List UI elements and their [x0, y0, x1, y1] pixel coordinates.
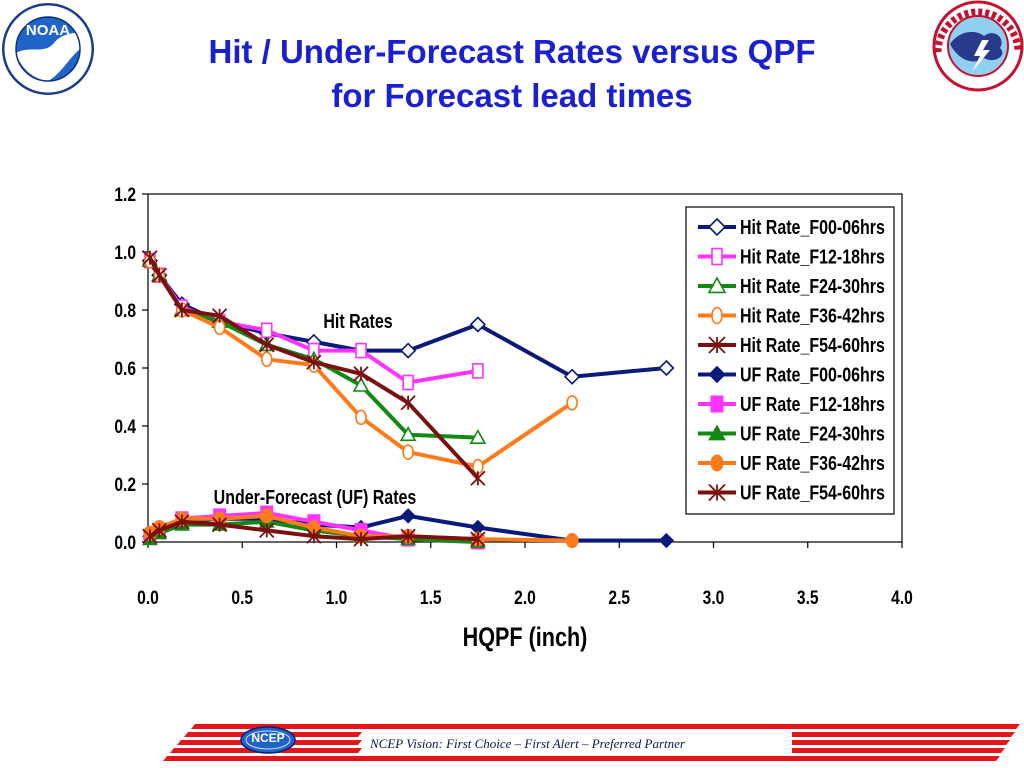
marker-star — [306, 354, 322, 370]
marker-star — [151, 267, 167, 283]
marker-circle — [402, 444, 414, 460]
legend-item: Hit Rate_F36-42hrs — [698, 305, 885, 327]
footer-vision-text: NCEP Vision: First Choice – First Alert … — [370, 736, 685, 751]
x-tick-label: 1.0 — [326, 587, 348, 609]
marker-star — [470, 531, 486, 547]
marker-diamond — [708, 365, 726, 384]
legend-label: UF Rate_F24-30hrs — [740, 423, 885, 445]
marker-circle — [355, 409, 367, 426]
legend-label: Hit Rate_F36-42hrs — [740, 305, 885, 327]
y-tick-label: 0.6 — [114, 358, 136, 380]
marker-star — [174, 514, 190, 530]
marker-diamond — [469, 316, 487, 333]
series-hit-rate-f54-60hrs — [142, 250, 486, 486]
marker-triangle — [352, 376, 370, 392]
legend-item: UF Rate_F54-60hrs — [698, 482, 885, 504]
marker-diamond — [399, 342, 417, 359]
series-uf-rate-f54-60hrs — [142, 514, 486, 547]
marker-square — [402, 374, 414, 391]
marker-diamond — [658, 359, 675, 377]
legend-label: Hit Rate_F54-60hrs — [740, 334, 885, 356]
marker-circle — [711, 306, 723, 325]
national-weather-service-logo — [932, 0, 1024, 92]
marker-star — [151, 522, 167, 539]
marker-star — [306, 528, 322, 544]
legend-item: UF Rate_F12-18hrs — [698, 393, 885, 415]
marker-square — [472, 363, 484, 379]
marker-circle — [566, 394, 578, 411]
marker-star — [259, 522, 275, 539]
x-tick-label: 3.0 — [703, 587, 725, 609]
marker-star — [353, 531, 369, 547]
x-axis-label: HQPF (inch) — [463, 623, 588, 653]
legend-label: UF Rate_F12-18hrs — [740, 393, 885, 415]
x-tick-label: 0.5 — [231, 587, 253, 609]
marker-star — [211, 516, 228, 533]
marker-star — [259, 337, 275, 353]
marker-triangle — [707, 276, 727, 294]
marker-square — [710, 395, 724, 413]
marker-diamond — [707, 217, 727, 237]
x-tick-label: 3.5 — [797, 587, 819, 609]
y-tick-label: 0.8 — [114, 300, 136, 322]
y-tick-label: 0.4 — [114, 416, 136, 438]
annotation-under-forecast-rates: Under-Forecast (UF) Rates — [214, 486, 417, 508]
legend-item: UF Rate_F36-42hrs — [698, 452, 885, 474]
y-tick-label: 1.2 — [114, 184, 136, 206]
marker-star — [211, 308, 228, 324]
y-tick-label: 0.0 — [114, 532, 136, 554]
marker-square — [260, 322, 273, 339]
legend-label: UF Rate_F36-42hrs — [740, 452, 885, 474]
legend-label: Hit Rate_F24-30hrs — [740, 275, 885, 297]
x-tick-label: 4.0 — [891, 587, 913, 609]
x-tick-label: 2.5 — [608, 587, 630, 609]
marker-star — [142, 250, 158, 266]
marker-circle — [260, 508, 274, 524]
marker-diamond — [400, 508, 416, 524]
marker-star — [400, 528, 416, 544]
legend-item: Hit Rate_F54-60hrs — [698, 334, 885, 356]
marker-triangle — [399, 426, 417, 442]
legend-item: Hit Rate_F24-30hrs — [698, 275, 885, 297]
legend: Hit Rate_F00-06hrs Hit Rate_F12-18hrs Hit … — [685, 206, 895, 515]
annotation-hit-rates: Hit Rates — [323, 310, 392, 332]
marker-diamond — [563, 368, 581, 385]
marker-star — [142, 528, 158, 544]
noaa-logo: NOAA — [2, 3, 94, 95]
x-tick-label: 1.5 — [420, 587, 442, 609]
legend-item: Hit Rate_F12-18hrs — [698, 246, 885, 268]
slide-title-line-1: Hit / Under-Forecast Rates versus QPF — [208, 33, 816, 70]
marker-circle — [260, 351, 273, 368]
x-tick-label: 0.0 — [137, 587, 159, 609]
legend-item: UF Rate_F24-30hrs — [698, 423, 885, 445]
legend-label: UF Rate_F54-60hrs — [740, 482, 885, 504]
marker-circle — [710, 454, 724, 472]
marker-star — [470, 470, 486, 486]
marker-star — [353, 366, 369, 382]
legend-label: Hit Rate_F12-18hrs — [740, 246, 885, 268]
slide-title-line-2: for Forecast lead times — [331, 77, 693, 114]
marker-star — [400, 395, 416, 411]
y-tick-label: 1.0 — [114, 242, 136, 264]
marker-square — [355, 342, 367, 359]
marker-triangle — [708, 424, 726, 441]
marker-star — [708, 336, 726, 354]
legend-item: Hit Rate_F00-06hrs — [698, 216, 885, 238]
marker-diamond — [658, 532, 675, 549]
marker-triangle — [469, 428, 487, 445]
marker-star — [174, 302, 190, 318]
legend-item: UF Rate_F00-06hrs — [698, 364, 885, 386]
noaa-logo-text: NOAA — [26, 22, 70, 39]
y-tick-label: 0.2 — [114, 474, 136, 496]
ncep-badge — [240, 726, 296, 754]
marker-square — [711, 247, 723, 266]
ncep-badge-label: NCEP — [251, 731, 285, 745]
x-tick-label: 2.0 — [514, 587, 536, 609]
marker-circle — [565, 533, 579, 549]
marker-star — [708, 483, 726, 502]
legend-label: Hit Rate_F00-06hrs — [740, 216, 885, 238]
legend-label: UF Rate_F00-06hrs — [740, 364, 885, 386]
